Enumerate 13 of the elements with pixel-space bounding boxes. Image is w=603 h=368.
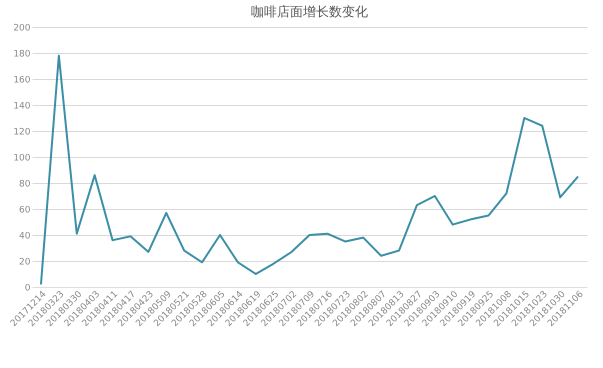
y-tick-label: 40 [19,232,31,242]
y-tick-label: 180 [13,50,31,60]
y-tick-label: 80 [19,180,31,190]
y-tick-label: 60 [19,206,31,216]
chart-title: 咖啡店面增长数变化 [251,4,368,20]
y-tick-label: 100 [13,154,31,164]
y-tick-label: 0 [24,284,31,294]
y-tick-label: 20 [19,258,31,268]
y-tick-label: 120 [13,128,31,138]
y-tick-label: 200 [13,24,31,34]
y-tick-label: 160 [13,76,31,86]
y-tick-label: 140 [13,102,31,112]
line-series [40,54,580,286]
